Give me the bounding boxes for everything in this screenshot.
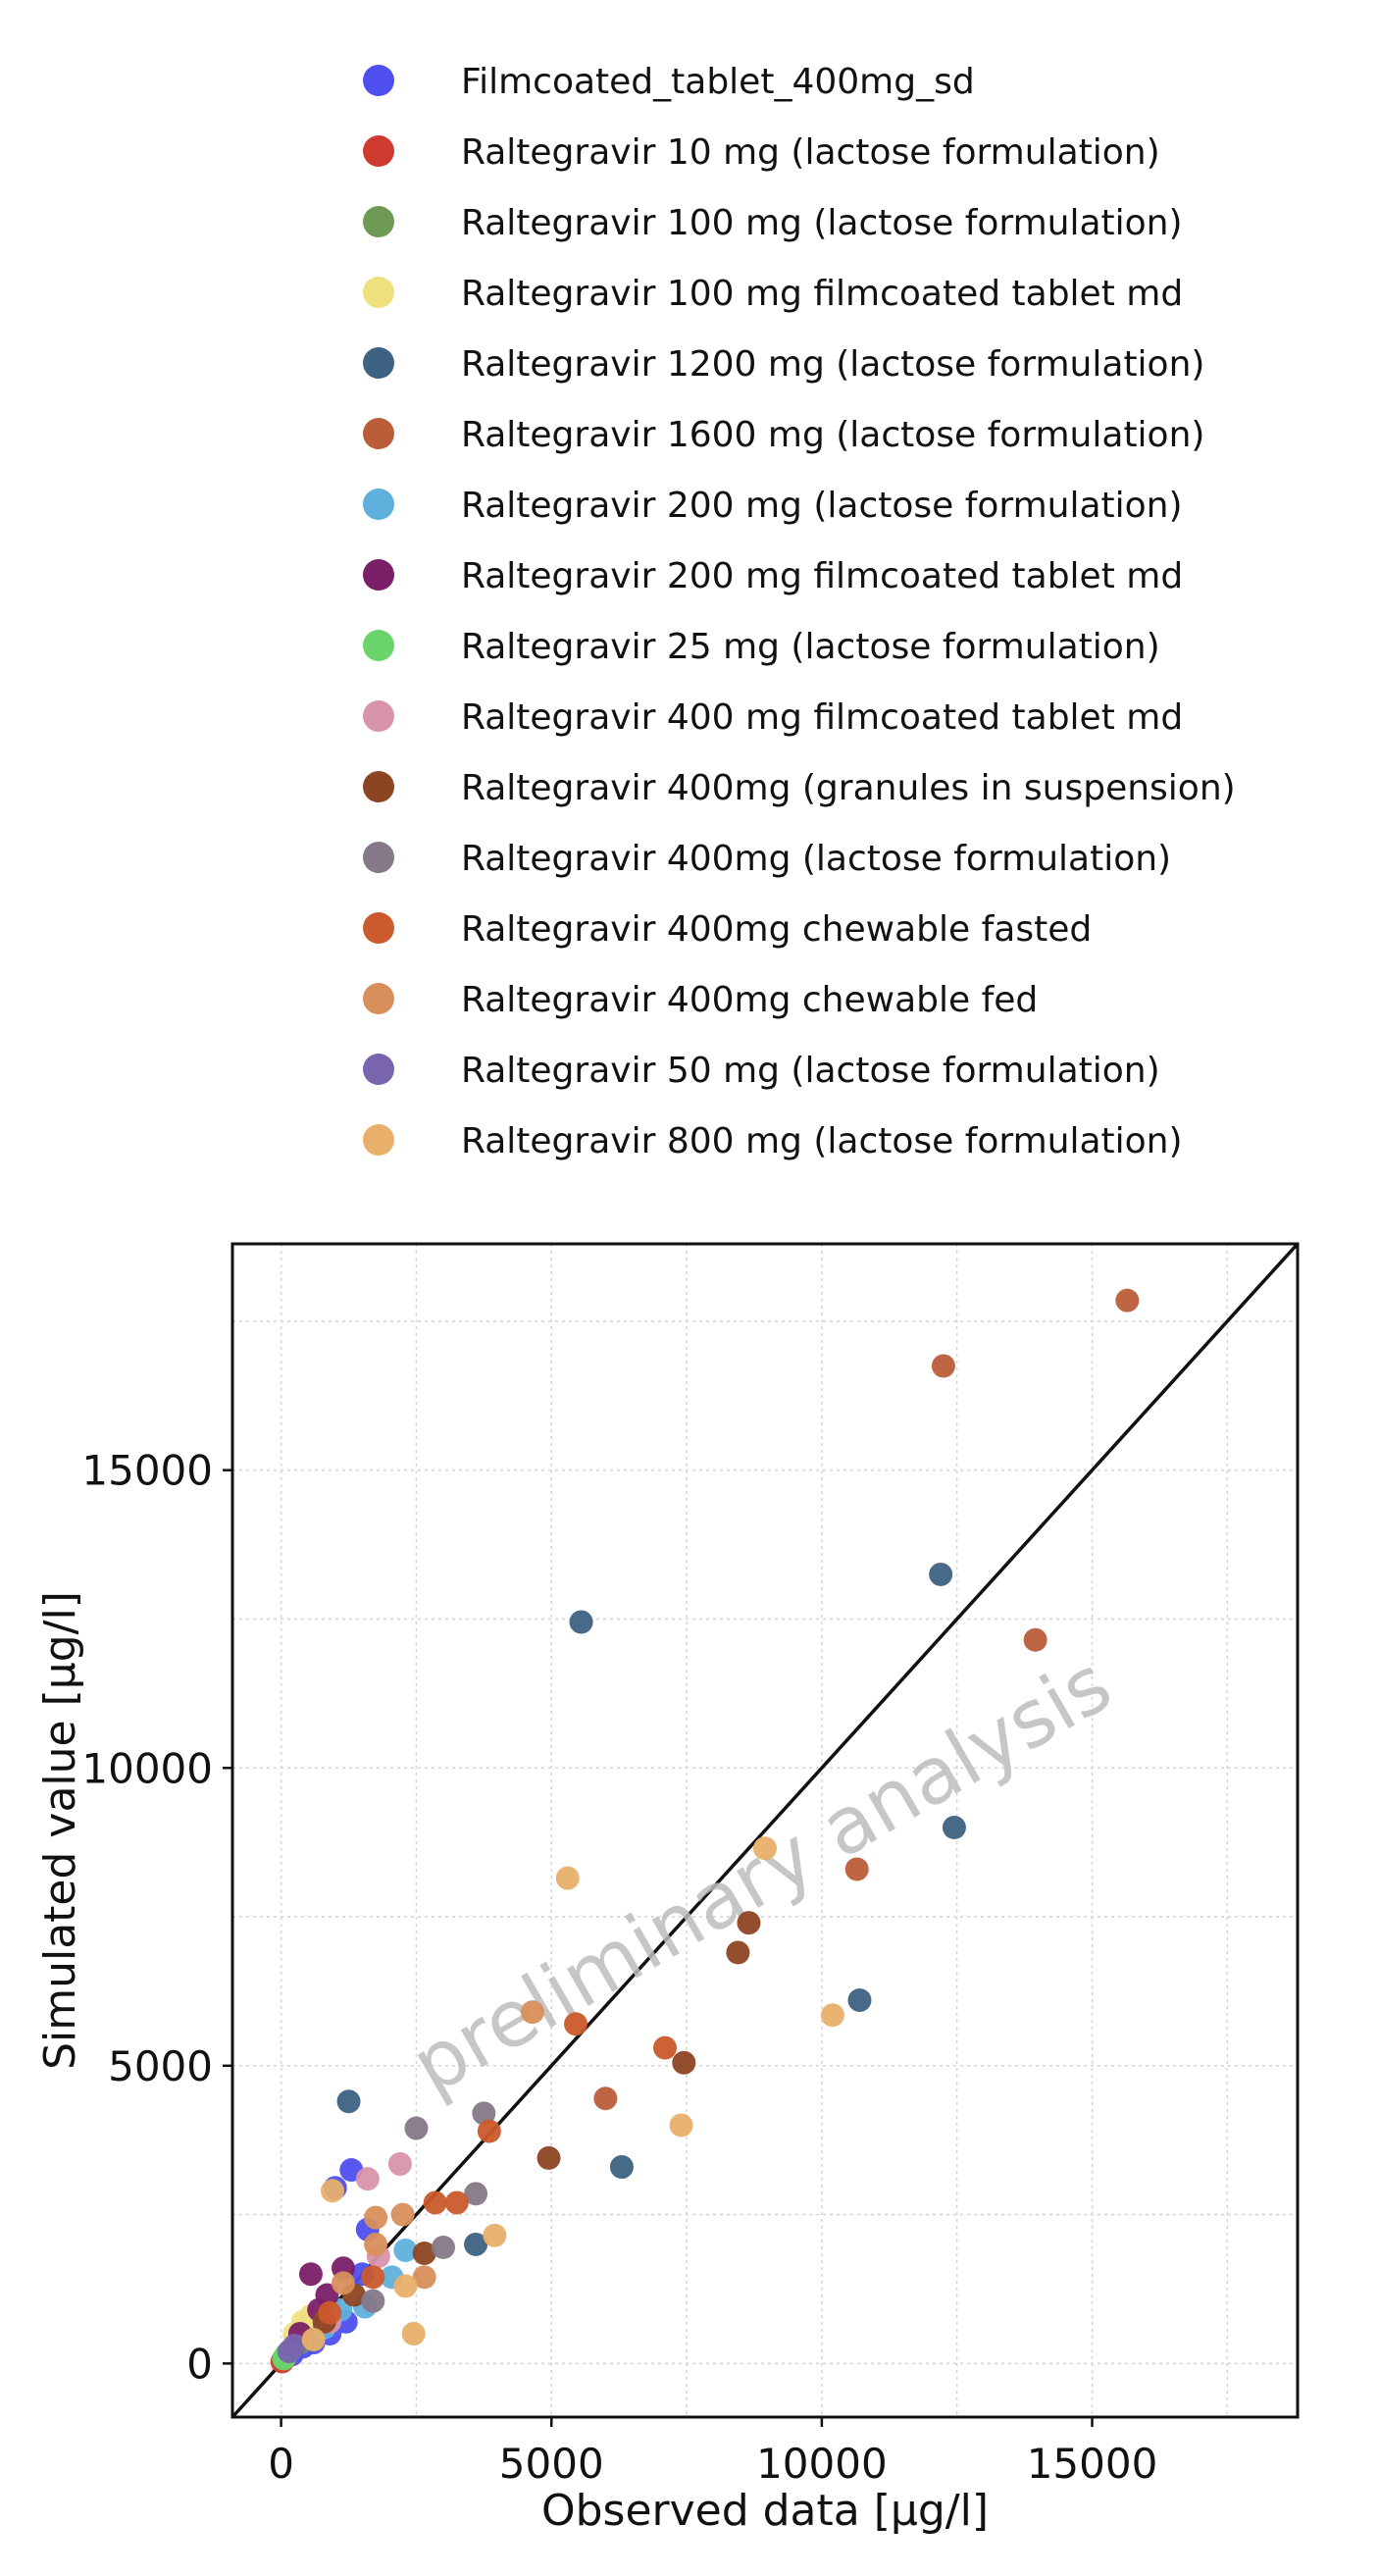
legend-marker — [363, 277, 394, 308]
legend-label: Raltegravir 400mg (granules in suspensio… — [461, 768, 1236, 808]
x-tick-label: 5000 — [499, 2440, 604, 2488]
legend-label: Raltegravir 400mg (lactose formulation) — [461, 839, 1171, 879]
data-point — [1023, 1627, 1047, 1652]
legend: Filmcoated_tablet_400mg_sd Raltegravir 10… — [363, 62, 1236, 1161]
data-points — [270, 1288, 1140, 2374]
data-point — [393, 2239, 418, 2263]
legend-label: Raltegravir 100 mg (lactose formulation) — [461, 203, 1183, 243]
data-point — [364, 2205, 388, 2230]
data-point — [444, 2190, 469, 2215]
data-point — [669, 2113, 693, 2138]
data-point — [844, 1857, 869, 1881]
data-point — [401, 2322, 426, 2346]
data-point — [412, 2265, 436, 2290]
legend-label: Raltegravir 200 mg (lactose formulation) — [461, 486, 1183, 526]
data-point — [609, 2155, 634, 2180]
data-point — [653, 2035, 678, 2060]
data-point — [520, 2000, 544, 2025]
legend-marker — [363, 65, 394, 96]
data-point — [1115, 1288, 1140, 1313]
data-point — [483, 2223, 507, 2247]
legend-marker — [363, 418, 394, 449]
y-tick-label: 0 — [186, 2340, 213, 2388]
legend-marker — [363, 347, 394, 379]
legend-marker — [363, 1054, 394, 1085]
data-point — [423, 2190, 447, 2215]
data-point — [332, 2271, 356, 2295]
y-tick-label: 10000 — [81, 1744, 213, 1792]
data-point — [536, 2145, 561, 2170]
data-point — [672, 2050, 696, 2075]
legend-label: Raltegravir 800 mg (lactose formulation) — [461, 1121, 1183, 1161]
data-point — [593, 2087, 618, 2111]
legend-label: Raltegravir 400mg chewable fasted — [461, 909, 1092, 950]
data-point — [404, 2116, 429, 2140]
data-point — [726, 1940, 750, 1965]
data-point — [364, 2232, 388, 2256]
x-tick-label: 0 — [268, 2440, 294, 2488]
data-point — [298, 2262, 323, 2287]
legend-label: Raltegravir 400mg chewable fed — [461, 980, 1038, 1020]
legend-marker — [363, 630, 394, 661]
legend-marker — [363, 842, 394, 873]
watermark-text: preliminary analysis — [396, 1638, 1126, 2112]
data-point — [355, 2167, 380, 2191]
data-point — [412, 2241, 436, 2266]
data-point — [942, 1815, 966, 1839]
data-point — [301, 2328, 326, 2352]
data-point — [555, 1866, 580, 1890]
legend-marker — [363, 983, 394, 1014]
legend-label: Raltegravir 50 mg (lactose formulation) — [461, 1051, 1160, 1091]
data-point — [472, 2101, 496, 2126]
y-axis-title: Simulated value [µg/l] — [35, 1591, 85, 2070]
legend-label: Raltegravir 1600 mg (lactose formulation… — [461, 415, 1204, 455]
x-tick-label: 10000 — [756, 2440, 888, 2488]
data-point — [820, 2003, 844, 2028]
data-point — [847, 1988, 872, 2013]
legend-label: Raltegravir 200 mg filmcoated tablet md — [461, 556, 1183, 596]
data-point — [282, 2334, 307, 2358]
legend-marker — [363, 135, 394, 167]
legend-marker — [363, 489, 394, 520]
data-point — [393, 2274, 418, 2298]
data-point — [320, 2179, 344, 2203]
legend-label: Raltegravir 10 mg (lactose formulation) — [461, 132, 1160, 173]
data-point — [336, 2089, 361, 2114]
legend-label: Raltegravir 25 mg (lactose formulation) — [461, 627, 1160, 667]
legend-label: Raltegravir 400 mg filmcoated tablet md — [461, 697, 1183, 738]
data-point — [929, 1562, 953, 1586]
legend-label: Filmcoated_tablet_400mg_sd — [461, 62, 975, 102]
data-point — [477, 2119, 501, 2143]
data-point — [390, 2202, 415, 2227]
legend-marker — [363, 1124, 394, 1156]
y-tick-label: 5000 — [108, 2042, 213, 2090]
plot-frame — [230, 1242, 1300, 2419]
data-point — [318, 2300, 342, 2325]
data-point — [387, 2151, 412, 2176]
axes: 0 5000 10000 15000 0 5000 10000 15000 — [81, 1447, 1157, 2488]
legend-label: Raltegravir 100 mg filmcoated tablet md — [461, 274, 1183, 314]
data-point — [564, 2012, 588, 2036]
data-point — [737, 1911, 761, 1935]
data-point — [464, 2232, 488, 2256]
data-point — [361, 2265, 385, 2290]
legend-marker — [363, 206, 394, 237]
data-point — [569, 1610, 593, 1634]
x-tick-label: 15000 — [1027, 2440, 1158, 2488]
data-point — [931, 1354, 955, 1378]
data-point — [361, 2289, 385, 2313]
x-axis-title: Observed data [µg/l] — [541, 2486, 989, 2536]
watermark-group: preliminary analysis — [396, 1638, 1126, 2112]
legend-marker — [363, 912, 394, 944]
legend-label: Raltegravir 1200 mg (lactose formulation… — [461, 344, 1204, 385]
data-point — [431, 2235, 455, 2259]
legend-marker — [363, 559, 394, 591]
data-point — [464, 2182, 488, 2206]
y-tick-label: 15000 — [81, 1447, 213, 1495]
legend-marker — [363, 771, 394, 802]
data-point — [753, 1836, 777, 1861]
legend-marker — [363, 700, 394, 732]
